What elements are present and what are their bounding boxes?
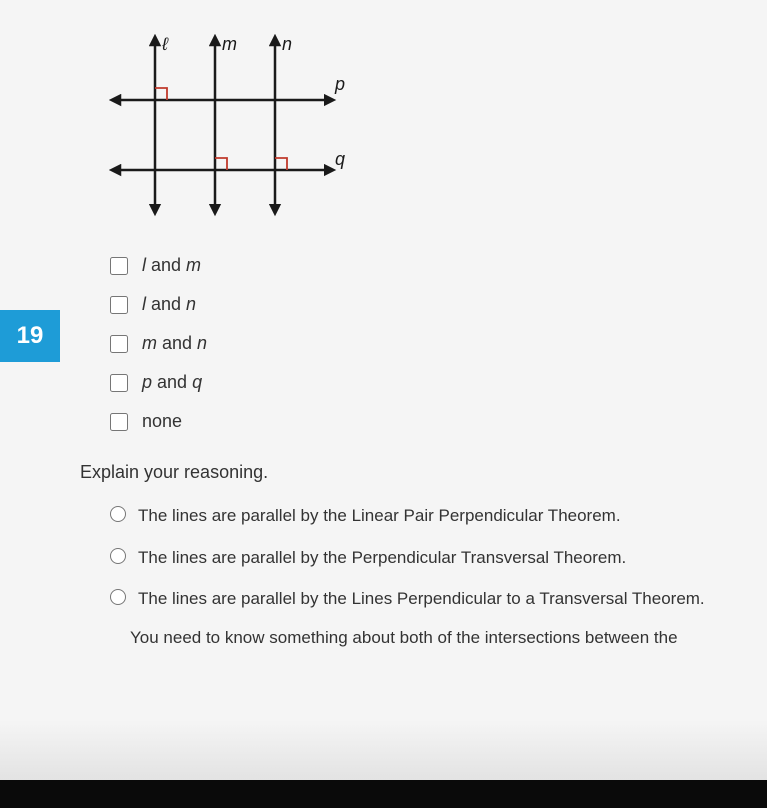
radio-perp-transversal[interactable] bbox=[110, 548, 126, 564]
checkbox-label: m and n bbox=[142, 333, 207, 354]
checkbox-p-and-q[interactable] bbox=[110, 374, 128, 392]
checkbox-l-and-n[interactable] bbox=[110, 296, 128, 314]
page: 19 ℓ m n p q l and m l and n m and n p and q bbox=[0, 0, 767, 808]
svg-text:n: n bbox=[282, 34, 292, 54]
radio-row: The lines are parallel by the Linear Pai… bbox=[110, 503, 747, 529]
checkbox-label: none bbox=[142, 411, 182, 432]
checkbox-label: p and q bbox=[142, 372, 202, 393]
svg-text:p: p bbox=[334, 74, 345, 94]
checkbox-label: l and m bbox=[142, 255, 201, 276]
question-content: ℓ m n p q l and m l and n m and n p and q no… bbox=[80, 30, 767, 648]
checkbox-l-and-m[interactable] bbox=[110, 257, 128, 275]
partial-cutoff-text: You need to know something about both of… bbox=[130, 628, 747, 648]
radio-label: The lines are parallel by the Linear Pai… bbox=[138, 503, 621, 529]
radio-list: The lines are parallel by the Linear Pai… bbox=[110, 503, 747, 612]
geometry-diagram: ℓ m n p q bbox=[100, 30, 747, 225]
svg-text:q: q bbox=[335, 149, 345, 169]
radio-linear-pair[interactable] bbox=[110, 506, 126, 522]
checkbox-none[interactable] bbox=[110, 413, 128, 431]
checkbox-list: l and m l and n m and n p and q none bbox=[110, 255, 747, 432]
radio-row: The lines are parallel by the Perpendicu… bbox=[110, 545, 747, 571]
radio-lines-perp-transversal[interactable] bbox=[110, 589, 126, 605]
bottom-bar bbox=[0, 780, 767, 808]
radio-label: The lines are parallel by the Perpendicu… bbox=[138, 545, 626, 571]
radio-label: The lines are parallel by the Lines Perp… bbox=[138, 586, 705, 612]
svg-text:ℓ: ℓ bbox=[161, 34, 169, 54]
fade-overlay bbox=[0, 720, 767, 780]
checkbox-row: l and m bbox=[110, 255, 747, 276]
question-number-badge: 19 bbox=[0, 310, 60, 362]
radio-row: The lines are parallel by the Lines Perp… bbox=[110, 586, 747, 612]
checkbox-row: l and n bbox=[110, 294, 747, 315]
checkbox-row: m and n bbox=[110, 333, 747, 354]
explain-heading: Explain your reasoning. bbox=[80, 462, 747, 483]
checkbox-m-and-n[interactable] bbox=[110, 335, 128, 353]
checkbox-row: none bbox=[110, 411, 747, 432]
diagram-svg: ℓ m n p q bbox=[100, 30, 350, 220]
checkbox-label: l and n bbox=[142, 294, 196, 315]
svg-text:m: m bbox=[222, 34, 237, 54]
checkbox-row: p and q bbox=[110, 372, 747, 393]
